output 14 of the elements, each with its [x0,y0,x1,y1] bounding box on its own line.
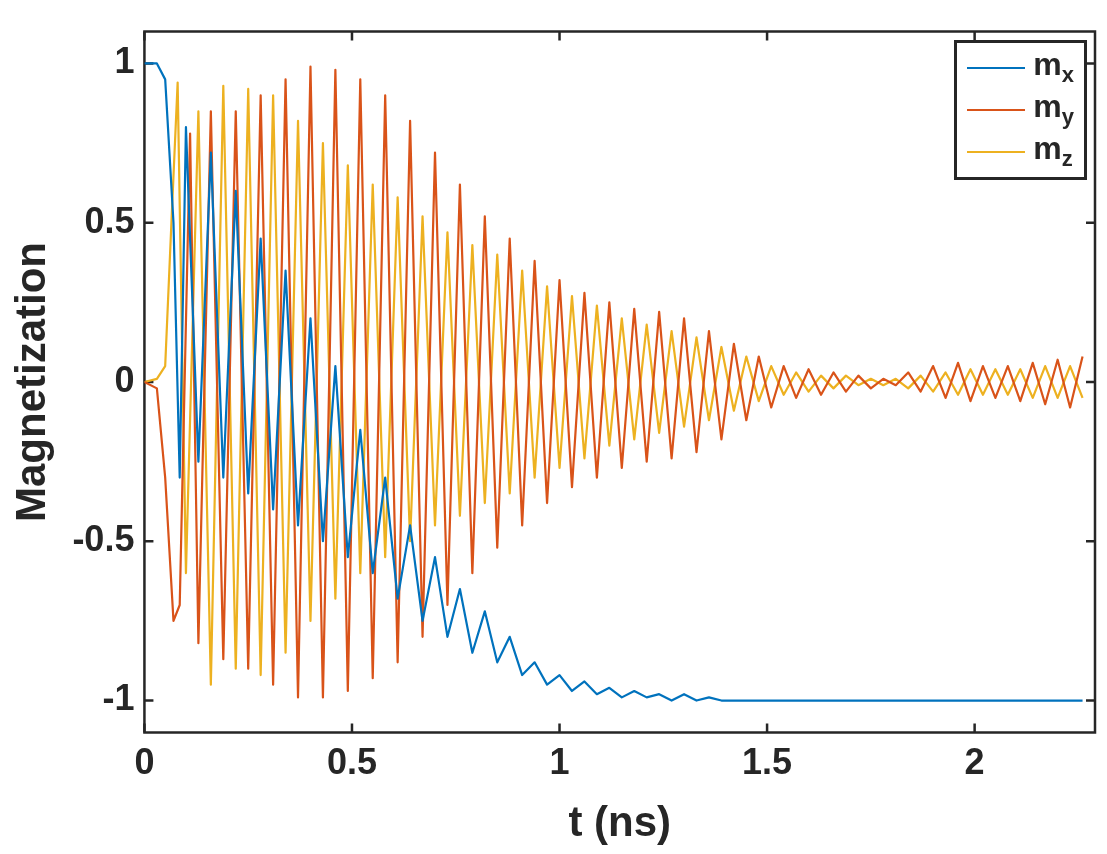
legend-label: m$_{y}$ [1033,88,1074,131]
x-tick-label: 2 [964,740,985,782]
y-axis-title: Magnetization [6,242,54,522]
x-tick-label: 1.5 [742,740,793,782]
x-tick-label: 1 [549,740,570,782]
x-axis-title: t (ns) [568,798,672,846]
legend-label: m$_{z}$ [1033,130,1073,173]
legend-label: m$_{x}$ [1033,46,1074,89]
y-tick-label: -0.5 [72,518,135,560]
y-tick-label: 0.5 [84,199,135,241]
y-tick-label: 1 [114,40,135,82]
y-tick-label: -1 [102,677,135,719]
y-tick-label: 0 [114,358,135,400]
x-tick-label: 0.5 [326,740,377,782]
